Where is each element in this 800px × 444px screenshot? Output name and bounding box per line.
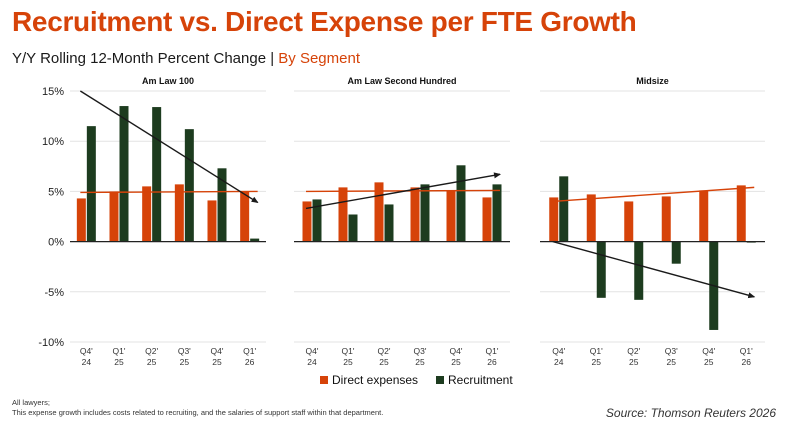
x-tick-label: Q1' [486,346,499,356]
x-tick-label: Q4' [80,346,93,356]
bar-direct-expenses [207,200,217,242]
bar-recruitment [596,241,606,298]
x-tick-label: 25 [592,357,602,367]
footnote-expense-note: This expense growth includes costs relat… [12,408,384,417]
bar-direct-expenses [586,194,596,242]
x-tick-label: Q1' [113,346,126,356]
footnote-lawyers: All lawyers; [12,398,50,407]
y-tick-label: 15% [42,86,64,98]
trendline-direct-expenses [80,190,258,194]
bar-direct-expenses [302,201,312,242]
legend-label-recruitment: Recruitment [448,373,513,387]
bar-recruitment [384,204,394,242]
x-tick-label: Q1' [590,346,603,356]
y-tick-label: 10% [42,136,64,148]
bar-recruitment [456,165,466,242]
trendline-recruitment [552,240,756,299]
legend-swatch-recruitment [436,376,444,384]
bar-direct-expenses [661,196,671,242]
x-tick-label: 26 [487,357,497,367]
bar-direct-expenses [410,187,420,242]
bar-recruitment [492,184,502,242]
bar-recruitment [634,241,644,300]
x-tick-label: 25 [415,357,425,367]
bar-recruitment [671,241,681,264]
panel-title: Midsize [636,76,669,86]
bar-recruitment [217,168,227,242]
x-tick-label: 24 [307,357,317,367]
x-tick-label: 25 [180,357,190,367]
bar-direct-expenses [109,191,119,242]
chart-subtitle: Y/Y Rolling 12-Month Percent Change | By… [12,50,360,67]
x-tick-label: Q2' [378,346,391,356]
x-tick-label: 25 [343,357,353,367]
x-tick-label: Q3' [178,346,191,356]
bar-direct-expenses [142,186,152,242]
bar-recruitment [312,199,322,242]
x-tick-label: 25 [667,357,677,367]
y-tick-label: -10% [38,337,64,349]
x-tick-label: 25 [451,357,461,367]
bar-direct-expenses [699,190,709,242]
x-tick-label: Q4' [306,346,319,356]
x-tick-label: Q4' [211,346,224,356]
x-tick-label: Q3' [665,346,678,356]
x-tick-label: 24 [82,357,92,367]
bar-direct-expenses [240,191,250,242]
panel-title: Am Law 100 [142,76,194,86]
y-tick-label: 0% [48,237,64,249]
legend-swatch-direct [320,376,328,384]
bar-recruitment [119,106,129,242]
bar-recruitment [559,176,569,242]
subtitle-main: Y/Y Rolling 12-Month Percent Change | [12,50,275,67]
y-tick-label: -5% [44,287,64,299]
x-tick-label: Q3' [414,346,427,356]
x-tick-label: 24 [554,357,564,367]
bar-recruitment [250,238,260,242]
x-tick-label: Q2' [627,346,640,356]
x-tick-label: Q4' [702,346,715,356]
bar-direct-expenses [482,197,492,242]
panel-title: Am Law Second Hundred [347,76,456,86]
x-tick-label: Q1' [243,346,256,356]
trendline-direct-expenses [552,186,755,203]
bar-recruitment [184,129,194,242]
x-tick-label: 25 [147,357,157,367]
x-tick-label: Q1' [342,346,355,356]
bar-recruitment [420,184,430,242]
bar-recruitment [348,214,358,242]
source-note: Source: Thomson Reuters 2026 [605,406,776,420]
x-tick-label: Q2' [145,346,158,356]
x-tick-label: 25 [379,357,389,367]
bar-direct-expenses [624,201,634,242]
x-tick-label: 25 [704,357,714,367]
bar-recruitment [152,107,162,242]
trendline-recruitment [79,90,259,204]
x-tick-label: Q4' [552,346,565,356]
trendline-recruitment [305,172,501,210]
subtitle-accent: By Segment [278,50,360,67]
x-tick-label: 25 [629,357,639,367]
x-tick-label: 25 [212,357,222,367]
x-tick-label: Q1' [740,346,753,356]
bar-direct-expenses [549,197,559,242]
x-tick-label: 26 [742,357,752,367]
chart-title: Recruitment vs. Direct Expense per FTE G… [12,6,637,37]
bar-direct-expenses [446,190,456,242]
bar-direct-expenses [174,184,184,242]
y-tick-label: 5% [48,186,64,198]
bar-direct-expenses [374,182,384,242]
bar-direct-expenses [76,198,86,242]
bar-direct-expenses [736,185,746,242]
x-tick-label: 25 [114,357,124,367]
bar-recruitment [86,126,96,242]
x-tick-label: Q4' [450,346,463,356]
legend-label-direct: Direct expenses [332,373,418,387]
bar-direct-expenses [338,187,348,242]
x-tick-label: 26 [245,357,255,367]
